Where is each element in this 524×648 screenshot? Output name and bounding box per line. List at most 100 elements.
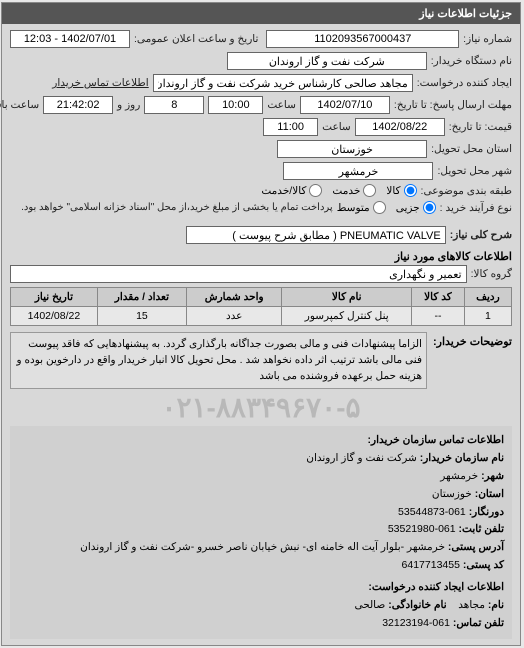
contact-postal-line: کد پستی: 6417713455 bbox=[19, 557, 505, 575]
fax-label: دورنگار: bbox=[470, 506, 505, 518]
days-label: روز و bbox=[118, 99, 141, 111]
buyer-device-input[interactable] bbox=[228, 52, 428, 70]
contact-phone2-line: تلفن تماس: 061-32123194 bbox=[19, 615, 505, 633]
org-value: شرکت نفت و گاز اروندان bbox=[307, 452, 418, 464]
days-input[interactable] bbox=[145, 96, 205, 114]
goods-group-label: گروه کالا: bbox=[472, 268, 513, 280]
buyer-contact-link[interactable]: اطلاعات تماس خریدار bbox=[53, 77, 149, 89]
desc-input[interactable] bbox=[187, 226, 447, 244]
org-label: نام سازمان خریدار: bbox=[421, 452, 505, 464]
contact-phone-value: 061-32123194 bbox=[383, 617, 451, 629]
row-goods-group: گروه کالا: bbox=[11, 265, 513, 283]
cat-service-item[interactable]: خدمت bbox=[333, 184, 377, 197]
cat-both-item[interactable]: کالا/خدمت bbox=[262, 184, 323, 197]
contact-addr-line: آدرس پستی: خرمشهر -بلوار آیت اله خامنه ا… bbox=[19, 539, 505, 557]
td-row: 1 bbox=[465, 307, 512, 326]
cat-service-radio[interactable] bbox=[364, 184, 377, 197]
addr-value: خرمشهر -بلوار آیت اله خامنه ای- نبش خیاب… bbox=[81, 541, 446, 553]
addr-label: آدرس پستی: bbox=[449, 541, 505, 553]
purchase-partial-radio[interactable] bbox=[424, 201, 437, 214]
cat-goods-item[interactable]: کالا bbox=[387, 184, 417, 197]
td-code: -- bbox=[413, 307, 466, 326]
td-name: پنل کنترل کمپرسور bbox=[283, 307, 413, 326]
th-unit: واحد شمارش bbox=[187, 288, 282, 307]
name-label: نام: bbox=[489, 599, 505, 611]
contact-prov-line: استان: خوزستان bbox=[19, 486, 505, 504]
purchase-medium-radio[interactable] bbox=[374, 201, 387, 214]
contact-header: اطلاعات تماس سازمان خریدار: bbox=[19, 432, 505, 450]
time-label-1: ساعت bbox=[268, 99, 297, 111]
requester-label: ایجاد کننده درخواست: bbox=[418, 77, 513, 89]
row-delivery-city: شهر محل تحویل: bbox=[11, 162, 513, 180]
req-no-label: شماره نیاز: bbox=[464, 33, 513, 45]
phone-label: تلفن ثابت: bbox=[460, 523, 505, 535]
deadline-label: مهلت ارسال پاسخ: تا تاریخ: bbox=[395, 99, 513, 111]
panel-body: شماره نیاز: تاریخ و ساعت اعلان عمومی: نا… bbox=[3, 24, 521, 645]
delivery-city-input[interactable] bbox=[284, 162, 434, 180]
remain-label: ساعت باقی مانده bbox=[0, 99, 40, 111]
req-no-input[interactable] bbox=[267, 30, 460, 48]
purchase-medium-item[interactable]: متوسط bbox=[338, 201, 387, 214]
row-requester: ایجاد کننده درخواست: اطلاعات تماس خریدار bbox=[11, 74, 513, 92]
public-date-label: تاریخ و ساعت اعلان عمومی: bbox=[135, 33, 259, 45]
row-delivery-prov: استان محل تحویل: bbox=[11, 140, 513, 158]
purchase-type-label: نوع فرآیند خرید : bbox=[441, 202, 513, 214]
price-deadline-label: قیمت: تا تاریخ: bbox=[450, 121, 513, 133]
th-code: کد کالا bbox=[413, 288, 466, 307]
deadline-time-input[interactable] bbox=[209, 96, 264, 114]
category-radio-group: کالا خدمت کالا/خدمت bbox=[262, 184, 417, 197]
td-unit: عدد bbox=[187, 307, 282, 326]
row-buyer-device: نام دستگاه خریدار: bbox=[11, 52, 513, 70]
row-req-no: شماره نیاز: تاریخ و ساعت اعلان عمومی: bbox=[11, 30, 513, 48]
deadline-date-input[interactable] bbox=[301, 96, 391, 114]
purchase-partial-item[interactable]: جزیی bbox=[397, 201, 437, 214]
row-purchase-type: نوع فرآیند خرید : جزیی متوسط پرداخت تمام… bbox=[11, 201, 513, 214]
row-price-deadline: قیمت: تا تاریخ: ساعت bbox=[11, 118, 513, 136]
goods-group-input[interactable] bbox=[11, 265, 468, 283]
th-row: ردیف bbox=[465, 288, 512, 307]
buyer-device-label: نام دستگاه خریدار: bbox=[432, 55, 513, 67]
delivery-prov-label: استان محل تحویل: bbox=[432, 143, 513, 155]
notes-text: الزاما پیشنهادات فنی و مالی بصورت جداگان… bbox=[11, 332, 428, 389]
table-header-row: ردیف کد کالا نام کالا واحد شمارش تعداد /… bbox=[12, 288, 513, 307]
fax-value: 061-53544873 bbox=[399, 506, 467, 518]
city-label: شهر: bbox=[482, 470, 505, 482]
desc-label: شرح کلی نیاز: bbox=[451, 229, 513, 241]
phone-value: 061-53521980 bbox=[389, 523, 457, 535]
notes-box: توضیحات خریدار: الزاما پیشنهادات فنی و م… bbox=[11, 332, 513, 389]
city-value: خرمشهر bbox=[441, 470, 479, 482]
public-date-input[interactable] bbox=[11, 30, 131, 48]
name-value: مجاهد bbox=[459, 599, 486, 611]
details-panel: جزئیات اطلاعات نیاز شماره نیاز: تاریخ و … bbox=[2, 2, 522, 646]
requester-input[interactable] bbox=[154, 74, 414, 92]
td-qty: 15 bbox=[98, 307, 187, 326]
delivery-prov-input[interactable] bbox=[278, 140, 428, 158]
cat-goods-radio[interactable] bbox=[405, 184, 418, 197]
prov-value: خوزستان bbox=[433, 488, 473, 500]
contact-fax-line: دورنگار: 061-53544873 bbox=[19, 504, 505, 522]
price-time-input[interactable] bbox=[264, 118, 319, 136]
time-label-2: ساعت bbox=[323, 121, 352, 133]
contact-city-line: شهر: خرمشهر bbox=[19, 468, 505, 486]
category-label: طبقه بندی موضوعی: bbox=[422, 185, 513, 197]
th-name: نام کالا bbox=[283, 288, 413, 307]
notes-label: توضیحات خریدار: bbox=[434, 332, 513, 389]
postal-value: 6417713455 bbox=[403, 559, 461, 571]
contact-section: اطلاعات تماس سازمان خریدار: نام سازمان خ… bbox=[11, 426, 513, 638]
row-deadline: مهلت ارسال پاسخ: تا تاریخ: ساعت روز و سا… bbox=[11, 96, 513, 114]
items-info-label: اطلاعات کالاهای مورد نیاز bbox=[11, 250, 513, 263]
family-label: نام خانوادگی: bbox=[389, 599, 447, 611]
purchase-note: پرداخت تمام یا بخشی از مبلغ خرید،از محل … bbox=[22, 202, 334, 213]
req-info-label: اطلاعات ایجاد کننده درخواست: bbox=[19, 579, 505, 597]
price-date-input[interactable] bbox=[356, 118, 446, 136]
cat-both-radio[interactable] bbox=[310, 184, 323, 197]
row-category: طبقه بندی موضوعی: کالا خدمت کالا/خدمت bbox=[11, 184, 513, 197]
delivery-city-label: شهر محل تحویل: bbox=[438, 165, 513, 177]
td-date: 1402/08/22 bbox=[12, 307, 99, 326]
family-value: صالحی bbox=[355, 599, 386, 611]
row-desc: شرح کلی نیاز: bbox=[11, 226, 513, 244]
table-row: 1 -- پنل کنترل کمپرسور عدد 15 1402/08/22 bbox=[12, 307, 513, 326]
items-table: ردیف کد کالا نام کالا واحد شمارش تعداد /… bbox=[11, 287, 513, 326]
th-date: تاریخ نیاز bbox=[12, 288, 99, 307]
remain-time-input[interactable] bbox=[44, 96, 114, 114]
